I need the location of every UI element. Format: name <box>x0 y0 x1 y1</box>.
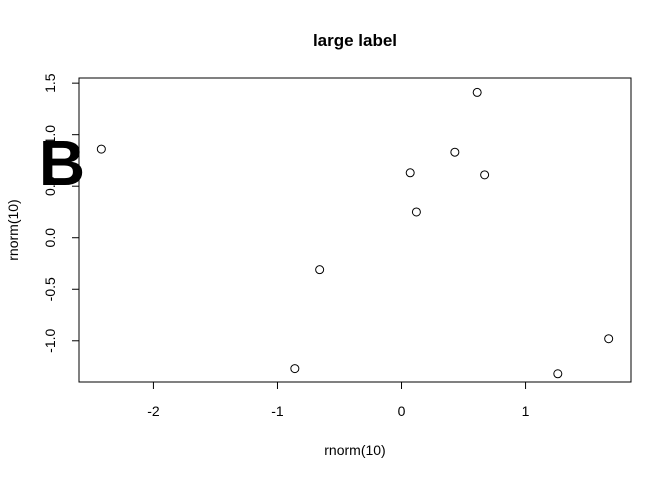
scatter-point <box>315 265 325 275</box>
scatter-point <box>472 87 482 97</box>
y-tick-label: 1.0 <box>42 125 58 145</box>
scatter-point <box>411 207 421 217</box>
scatter-point <box>553 369 563 379</box>
scatter-point <box>405 168 415 178</box>
x-tick-label: -1 <box>271 403 284 419</box>
plot-frame <box>78 77 632 383</box>
x-tick-label: 0 <box>398 403 406 419</box>
x-tick-label: 1 <box>522 403 530 419</box>
panel-label: B <box>39 127 85 199</box>
scatter-point <box>96 144 106 154</box>
scatter-point <box>480 170 490 180</box>
chart-title: large label <box>313 31 397 50</box>
scatter-point <box>450 147 460 157</box>
y-tick-label: -1.0 <box>42 329 58 353</box>
x-axis-title: rnorm(10) <box>324 442 385 458</box>
y-axis: -1.0 -0.5 0.0 0.5 1.0 1.5 <box>42 73 80 353</box>
scatter-point <box>604 334 614 344</box>
x-axis: -2 -1 0 1 <box>147 381 530 419</box>
y-tick-label: 0.5 <box>42 176 58 196</box>
data-points <box>96 87 614 379</box>
y-axis-title: rnorm(10) <box>5 199 21 260</box>
x-tick-label: -2 <box>147 403 160 419</box>
y-tick-label: 1.5 <box>42 73 58 93</box>
y-tick-label: 0.0 <box>42 228 58 248</box>
y-tick-label: -0.5 <box>42 277 58 301</box>
scatter-point <box>290 364 300 374</box>
